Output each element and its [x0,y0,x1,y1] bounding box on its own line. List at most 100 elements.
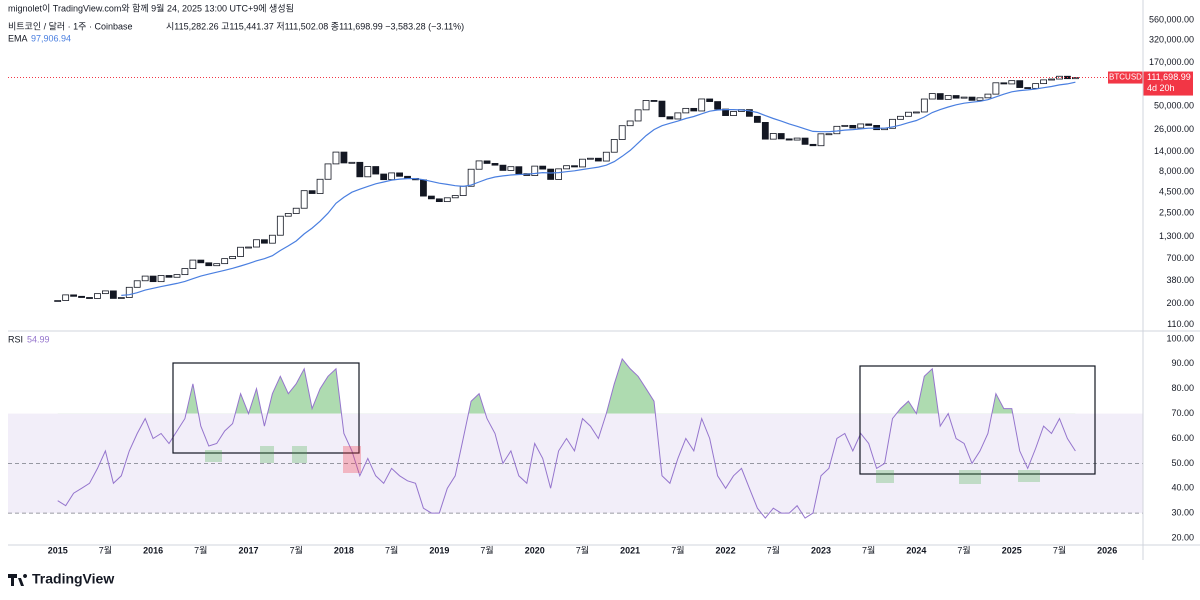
candle [730,111,737,116]
candle [897,115,904,120]
candle [547,168,555,180]
candle [1024,87,1032,89]
candle [905,111,912,117]
candle [181,268,189,276]
candle [348,161,356,164]
candle [746,109,753,117]
candle [555,168,562,180]
candle [86,297,93,299]
candle [245,246,252,249]
x-tick-label: 2018 [334,545,354,555]
candle [117,297,125,299]
candle [427,195,435,200]
highlight [343,446,361,473]
candle [658,100,666,118]
candle [833,125,841,135]
x-tick-label: 2019 [429,545,449,555]
x-tick-label: 2016 [143,545,163,555]
ohlc-legend: 시115,282.26 고115,441.37 저111,502.08 종111… [166,21,464,31]
rsi-legend-value: 54.99 [27,334,50,344]
candle [1048,78,1055,81]
annotations [172,362,1096,475]
rsi-tick-label: 50.00 [1171,458,1194,468]
candle [94,293,101,299]
candle [435,198,443,203]
candle [364,166,372,178]
candle [753,115,761,123]
rsi-tick-label: 100.00 [1166,333,1194,343]
candle [205,262,213,267]
highlight [205,450,222,462]
candle [467,168,475,187]
candle [499,164,507,171]
candle [483,160,491,164]
candle [149,275,157,283]
candle [261,239,268,244]
y-tick-label: 2,500.00 [1159,208,1194,218]
x-tick-label: 7월 [480,544,493,555]
candle [809,143,817,147]
candle [817,133,825,147]
candle [300,190,308,209]
candle [1000,82,1008,85]
y-tick-label: 320,000.00 [1149,34,1194,44]
ema-legend-value: 97,906.94 [31,33,71,43]
x-tick-label: 7월 [671,544,684,555]
candle [968,96,976,101]
candle [491,163,499,166]
candle [944,95,952,100]
candle [1056,75,1063,80]
candle [284,213,292,217]
x-tick-label: 2015 [48,545,68,555]
candle [276,215,284,236]
x-tick-label: 7월 [99,544,112,555]
candle [213,263,221,267]
x-tick-label: 2026 [1097,545,1117,555]
rsi-pane: 100.00 90.00 80.00 70.00 60.00 50.00 40.00 30.0… [8,333,1194,542]
highlight [876,470,894,483]
candle [674,112,682,120]
candle [539,165,547,170]
y-tick-label: 110.00 [1167,319,1194,329]
candle [109,290,117,299]
candle [380,173,388,181]
x-tick-label: 2023 [811,545,831,555]
candle [141,275,149,282]
x-tick-label: 2021 [620,545,640,555]
candle [769,133,777,140]
header: mignolet이 TradingView.com와 함께 9월 24, 202… [8,2,294,13]
candle [396,172,403,177]
candle [420,179,427,197]
y-tick-label: 200.00 [1166,298,1194,308]
candle [952,95,960,99]
ema-legend-name: EMA [8,33,28,43]
candle [1071,77,1079,80]
x-tick-label: 7월 [194,544,207,555]
price-tag-value: 111,698.99 [1147,72,1191,82]
y-tick-label: 1,300.00 [1159,231,1194,241]
candle [642,100,650,111]
x-tick-label: 2024 [906,545,926,555]
candle [253,239,260,248]
candle [777,133,785,140]
x-tick-label: 2025 [1002,545,1022,555]
annotation-box [859,365,1096,475]
annotation-box [172,362,360,454]
candle [857,123,865,129]
candle [912,111,920,114]
candle [801,137,809,145]
candle [507,166,515,171]
candle [1008,80,1016,85]
highlights [205,446,1040,484]
candle [157,275,165,283]
candle [340,151,348,164]
rsi-tick-label: 30.00 [1171,508,1194,518]
y-tick-label: 4,500.00 [1159,187,1194,197]
candle [332,151,340,165]
x-tick-label: 7월 [576,544,589,555]
candle [78,295,85,298]
candle [125,286,133,298]
x-tick-label: 7월 [957,544,970,555]
